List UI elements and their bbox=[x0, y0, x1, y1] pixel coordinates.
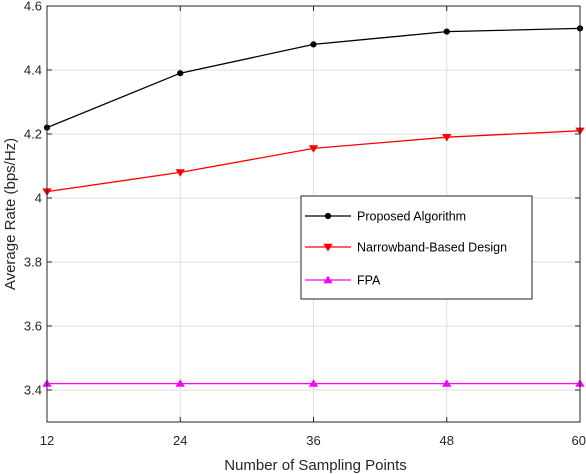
legend-marker bbox=[323, 275, 333, 284]
y-tick-label: 3.6 bbox=[24, 319, 42, 334]
legend-label: Narrowband-Based Design bbox=[357, 241, 507, 255]
legend-item: Proposed Algorithm bbox=[305, 210, 466, 224]
y-tick-label: 4 bbox=[35, 191, 42, 206]
data-point bbox=[442, 133, 452, 142]
y-tick-label: 3.4 bbox=[24, 383, 42, 398]
series-2 bbox=[42, 379, 585, 387]
legend-marker bbox=[323, 243, 333, 252]
data-point bbox=[308, 145, 319, 153]
data-point bbox=[175, 169, 185, 177]
x-tick-label: 48 bbox=[440, 433, 454, 448]
data-point bbox=[443, 28, 450, 35]
legend-label: Proposed Algorithm bbox=[357, 210, 466, 224]
x-axis-label: Number of Sampling Points bbox=[224, 457, 407, 474]
tick-labels: 12 24 36 48 60 3.4 3.6 3.8 4 4.2 4.4 4.6 bbox=[24, 0, 586, 448]
legend: Proposed Algorithm Narrowband-Based Desig… bbox=[300, 195, 533, 300]
data-point bbox=[310, 41, 317, 48]
legend-marker bbox=[324, 212, 332, 220]
series-layer bbox=[42, 25, 585, 387]
y-tick-label: 4.2 bbox=[24, 127, 42, 142]
x-tick-label: 12 bbox=[40, 433, 54, 448]
legend-item: FPA bbox=[305, 274, 381, 288]
x-tick-label: 60 bbox=[572, 433, 586, 448]
y-tick-label: 4.4 bbox=[24, 63, 42, 78]
data-point bbox=[175, 379, 185, 387]
y-tick-label: 3.8 bbox=[24, 255, 42, 270]
data-point bbox=[308, 379, 319, 387]
series-0 bbox=[43, 25, 584, 131]
plot-frame bbox=[46, 5, 581, 423]
x-tick-label: 36 bbox=[306, 433, 320, 448]
legend-item: Narrowband-Based Design bbox=[305, 241, 507, 255]
data-point bbox=[177, 70, 184, 77]
y-axis-label: Average Rate (bps/Hz) bbox=[2, 138, 19, 290]
legend-label: FPA bbox=[357, 274, 381, 288]
data-point bbox=[442, 379, 452, 387]
x-tick-label: 24 bbox=[173, 433, 187, 448]
y-tick-label: 4.6 bbox=[24, 0, 42, 14]
